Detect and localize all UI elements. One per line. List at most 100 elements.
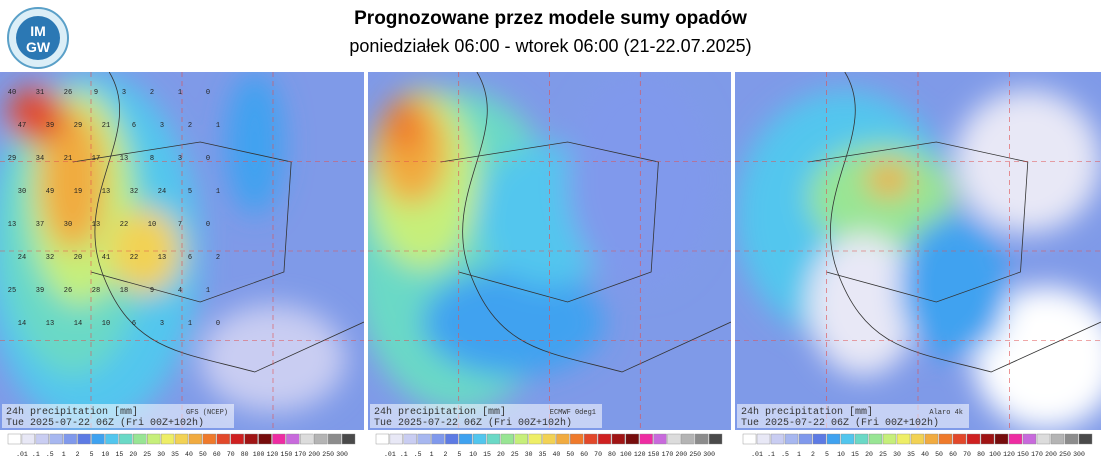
colorbar-box — [528, 433, 542, 445]
colorbar-box — [341, 433, 356, 445]
colorbar-box — [556, 433, 570, 445]
colorbar-box — [742, 433, 757, 445]
colorbar-label: 70 — [594, 451, 602, 458]
colorbar-label: 80 — [241, 451, 249, 458]
colorbar-label: 10 — [102, 451, 110, 458]
colorbar-label: 15 — [851, 451, 859, 458]
grid-value: 9 — [94, 89, 98, 97]
colorbar-box — [1078, 433, 1093, 445]
colorbar-box — [500, 433, 515, 445]
colorbar-label: .1 — [400, 451, 408, 458]
grid-value: 0 — [206, 89, 210, 97]
grid-value: 4 — [178, 287, 182, 295]
colorbar-box — [584, 433, 598, 445]
colorbar-box — [910, 433, 925, 445]
colorbar-label: 20 — [129, 451, 137, 458]
grid-value: 2 — [216, 254, 220, 262]
grid-value: 41 — [102, 254, 110, 262]
colorbar-label: 60 — [949, 451, 957, 458]
colorbar-label: 170 — [662, 451, 674, 458]
grid-value: 37 — [36, 221, 44, 229]
grid-value: 40 — [8, 89, 16, 97]
colorbar-label: .1 — [767, 451, 775, 458]
grid-value: 13 — [102, 188, 110, 196]
colorbar-box — [202, 433, 217, 445]
colorbar-label: 100 — [620, 451, 632, 458]
colorbar-box — [667, 433, 681, 445]
colorbar-label: 120 — [1003, 451, 1015, 458]
colorbar-box — [146, 433, 161, 445]
colorbar-box — [244, 433, 258, 445]
colorbar-label: 200 — [1045, 451, 1057, 458]
colorbar-box — [597, 433, 612, 445]
grid-value: 32 — [46, 254, 54, 262]
grid-value: 3 — [122, 89, 126, 97]
grid-value: 3 — [160, 122, 164, 130]
colorbar-box — [133, 433, 147, 445]
colorbar-box — [49, 433, 63, 445]
colorbar-box — [826, 433, 841, 445]
colorbar-label: .01 — [16, 451, 28, 458]
colorbar-label: 300 — [1073, 451, 1085, 458]
grid-value: 0 — [216, 320, 220, 328]
grid-value: 13 — [46, 320, 54, 328]
grid-value: 28 — [92, 287, 100, 295]
grid-value: 32 — [130, 188, 138, 196]
colorbar-label: 35 — [171, 451, 179, 458]
grid-value: 1 — [188, 320, 192, 328]
valid-time: Tue 2025-07-22 06Z (Fri 00Z+102h) — [374, 417, 572, 429]
colorbar-label: 300 — [336, 451, 348, 458]
colorbar-box — [681, 433, 695, 445]
colorbar-label: .1 — [32, 451, 40, 458]
colorbar-label: 25 — [511, 451, 519, 458]
colorbar-label: 300 — [703, 451, 715, 458]
colorbar-label: 100 — [253, 451, 265, 458]
grid-value: 3 — [160, 320, 164, 328]
grid-value: 10 — [148, 221, 156, 229]
colorbar-label: 60 — [213, 451, 221, 458]
colorbar-label: 70 — [963, 451, 971, 458]
border — [830, 72, 1101, 373]
grid-value: 13 — [92, 221, 100, 229]
colorbar-label: 250 — [1059, 451, 1071, 458]
colorbar-box — [472, 433, 487, 445]
colorbar-label: .01 — [751, 451, 763, 458]
colorbar-box — [653, 433, 667, 445]
colorbar-box — [389, 433, 403, 445]
colorbar-label: 5 — [825, 451, 829, 458]
colorbar-label: 2 — [811, 451, 815, 458]
grid-value: 26 — [64, 287, 72, 295]
colorbar-label: 250 — [322, 451, 334, 458]
colorbar-label: 1 — [797, 451, 801, 458]
logo-text: GW — [26, 39, 51, 55]
colorbar-box — [966, 433, 981, 445]
colorbar-box — [459, 433, 473, 445]
colorbar-box — [91, 433, 105, 445]
grid-value: 17 — [92, 155, 100, 163]
colorbar-label: 10 — [837, 451, 845, 458]
colorbar-box — [756, 433, 771, 445]
grid-value: 1 — [216, 122, 220, 130]
grid-value: 1 — [216, 188, 220, 196]
colorbar-box — [695, 433, 709, 445]
colorbar-label: 60 — [580, 451, 588, 458]
colorbar-label: 30 — [893, 451, 901, 458]
colorbar-label: .5 — [781, 451, 789, 458]
colorbar-box — [230, 433, 244, 445]
colorbar-box — [77, 433, 91, 445]
grid-value: 9 — [150, 287, 154, 295]
grid-value: 29 — [74, 122, 82, 130]
colorbar-box — [854, 433, 869, 445]
grid-value: 13 — [120, 155, 128, 163]
valid-time: Tue 2025-07-22 06Z (Fri 00Z+102h) — [6, 417, 204, 429]
colorbar-box — [105, 433, 119, 445]
colorbar-label: 20 — [865, 451, 873, 458]
grid-value: 7 — [178, 221, 182, 229]
precip-area — [225, 72, 284, 216]
colorbar-box — [784, 433, 799, 445]
border — [462, 72, 731, 373]
grid-value: 25 — [8, 287, 16, 295]
colorbar-box — [160, 433, 175, 445]
